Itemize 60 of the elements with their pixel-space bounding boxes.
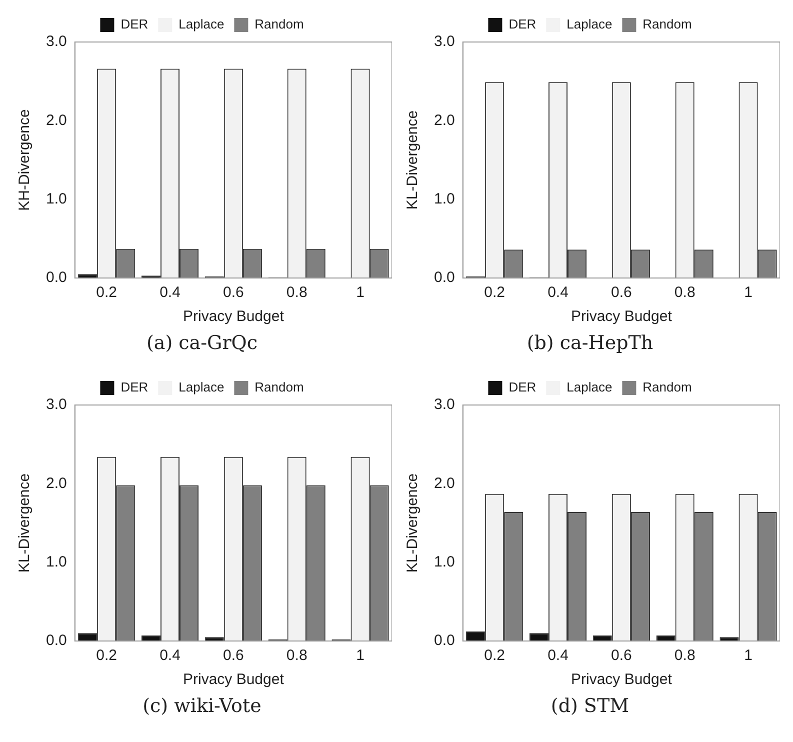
x-tick-label: 0.8 [286, 647, 308, 664]
y-tick-label: 0.0 [434, 269, 455, 286]
y-tick-label: 0.0 [46, 269, 67, 286]
text: (b) ca-HepTh [526, 332, 654, 354]
legend-label: Random [642, 380, 692, 395]
x-tick-label: 0.6 [610, 647, 632, 664]
y-axis-title: KL-Divergence [404, 473, 422, 573]
y-tick-label: 1.0 [434, 190, 455, 208]
y-tick-label: 3.0 [434, 396, 455, 414]
y-tick-label: 3.0 [46, 396, 67, 414]
legend-label: Laplace [178, 16, 224, 32]
y-axis-title: KL-Divergence [404, 110, 422, 210]
legend-label: DER [120, 16, 148, 32]
legend-label: Laplace [566, 16, 612, 32]
legend-label: Random [642, 16, 692, 32]
y-tick-label: 1.0 [434, 553, 455, 570]
y-tick-label: 2.0 [434, 112, 455, 129]
x-tick-label: 0.2 [484, 647, 505, 664]
x-axis-title: Privacy Budget [182, 308, 285, 326]
x-tick-label: 0.4 [548, 647, 568, 664]
y-tick-label: 2.0 [434, 474, 455, 492]
text: (d) STM [550, 695, 630, 717]
x-tick-label: 0.2 [484, 284, 505, 302]
x-tick-label: 1 [356, 284, 364, 302]
x-tick-label: 0.8 [286, 284, 308, 302]
x-tick-label: 0.6 [222, 284, 244, 302]
legend-label: Laplace [178, 380, 224, 395]
y-axis-title: KH-Divergence [16, 109, 34, 211]
x-tick-label: 1 [744, 284, 752, 302]
legend-label: Random [254, 16, 304, 32]
legend-label: DER [508, 380, 536, 395]
y-tick-label: 0.0 [46, 632, 67, 650]
y-tick-label: 2.0 [46, 112, 67, 129]
legend-label: DER [508, 16, 536, 32]
x-tick-label: 1 [744, 647, 752, 664]
x-axis-title: Privacy Budget [570, 671, 673, 688]
x-tick-label: 0.2 [96, 284, 117, 302]
y-tick-label: 1.0 [46, 190, 67, 208]
x-tick-label: 0.6 [610, 284, 632, 302]
x-tick-label: 0.2 [96, 647, 117, 664]
x-tick-label: 0.4 [548, 284, 568, 302]
y-tick-label: 1.0 [46, 553, 67, 570]
x-tick-label: 0.8 [674, 284, 696, 302]
legend-label: DER [120, 380, 148, 395]
x-tick-label: 0.8 [674, 647, 696, 664]
x-axis-title: Privacy Budget [570, 308, 673, 326]
x-tick-label: 1 [356, 647, 364, 664]
text: (a) ca-GrQc [146, 332, 258, 354]
y-tick-label: 3.0 [434, 33, 455, 50]
text: (c) wiki-Vote [142, 695, 262, 717]
x-tick-label: 0.6 [222, 647, 244, 664]
x-axis-title: Privacy Budget [182, 671, 285, 688]
y-tick-label: 3.0 [46, 33, 67, 50]
legend-label: Random [254, 380, 304, 395]
y-tick-label: 0.0 [434, 632, 455, 650]
y-tick-label: 2.0 [46, 474, 67, 492]
y-axis-title: KL-Divergence [16, 473, 34, 573]
legend-label: Laplace [566, 380, 612, 395]
x-tick-label: 0.4 [160, 284, 180, 302]
x-tick-label: 0.4 [160, 647, 180, 664]
